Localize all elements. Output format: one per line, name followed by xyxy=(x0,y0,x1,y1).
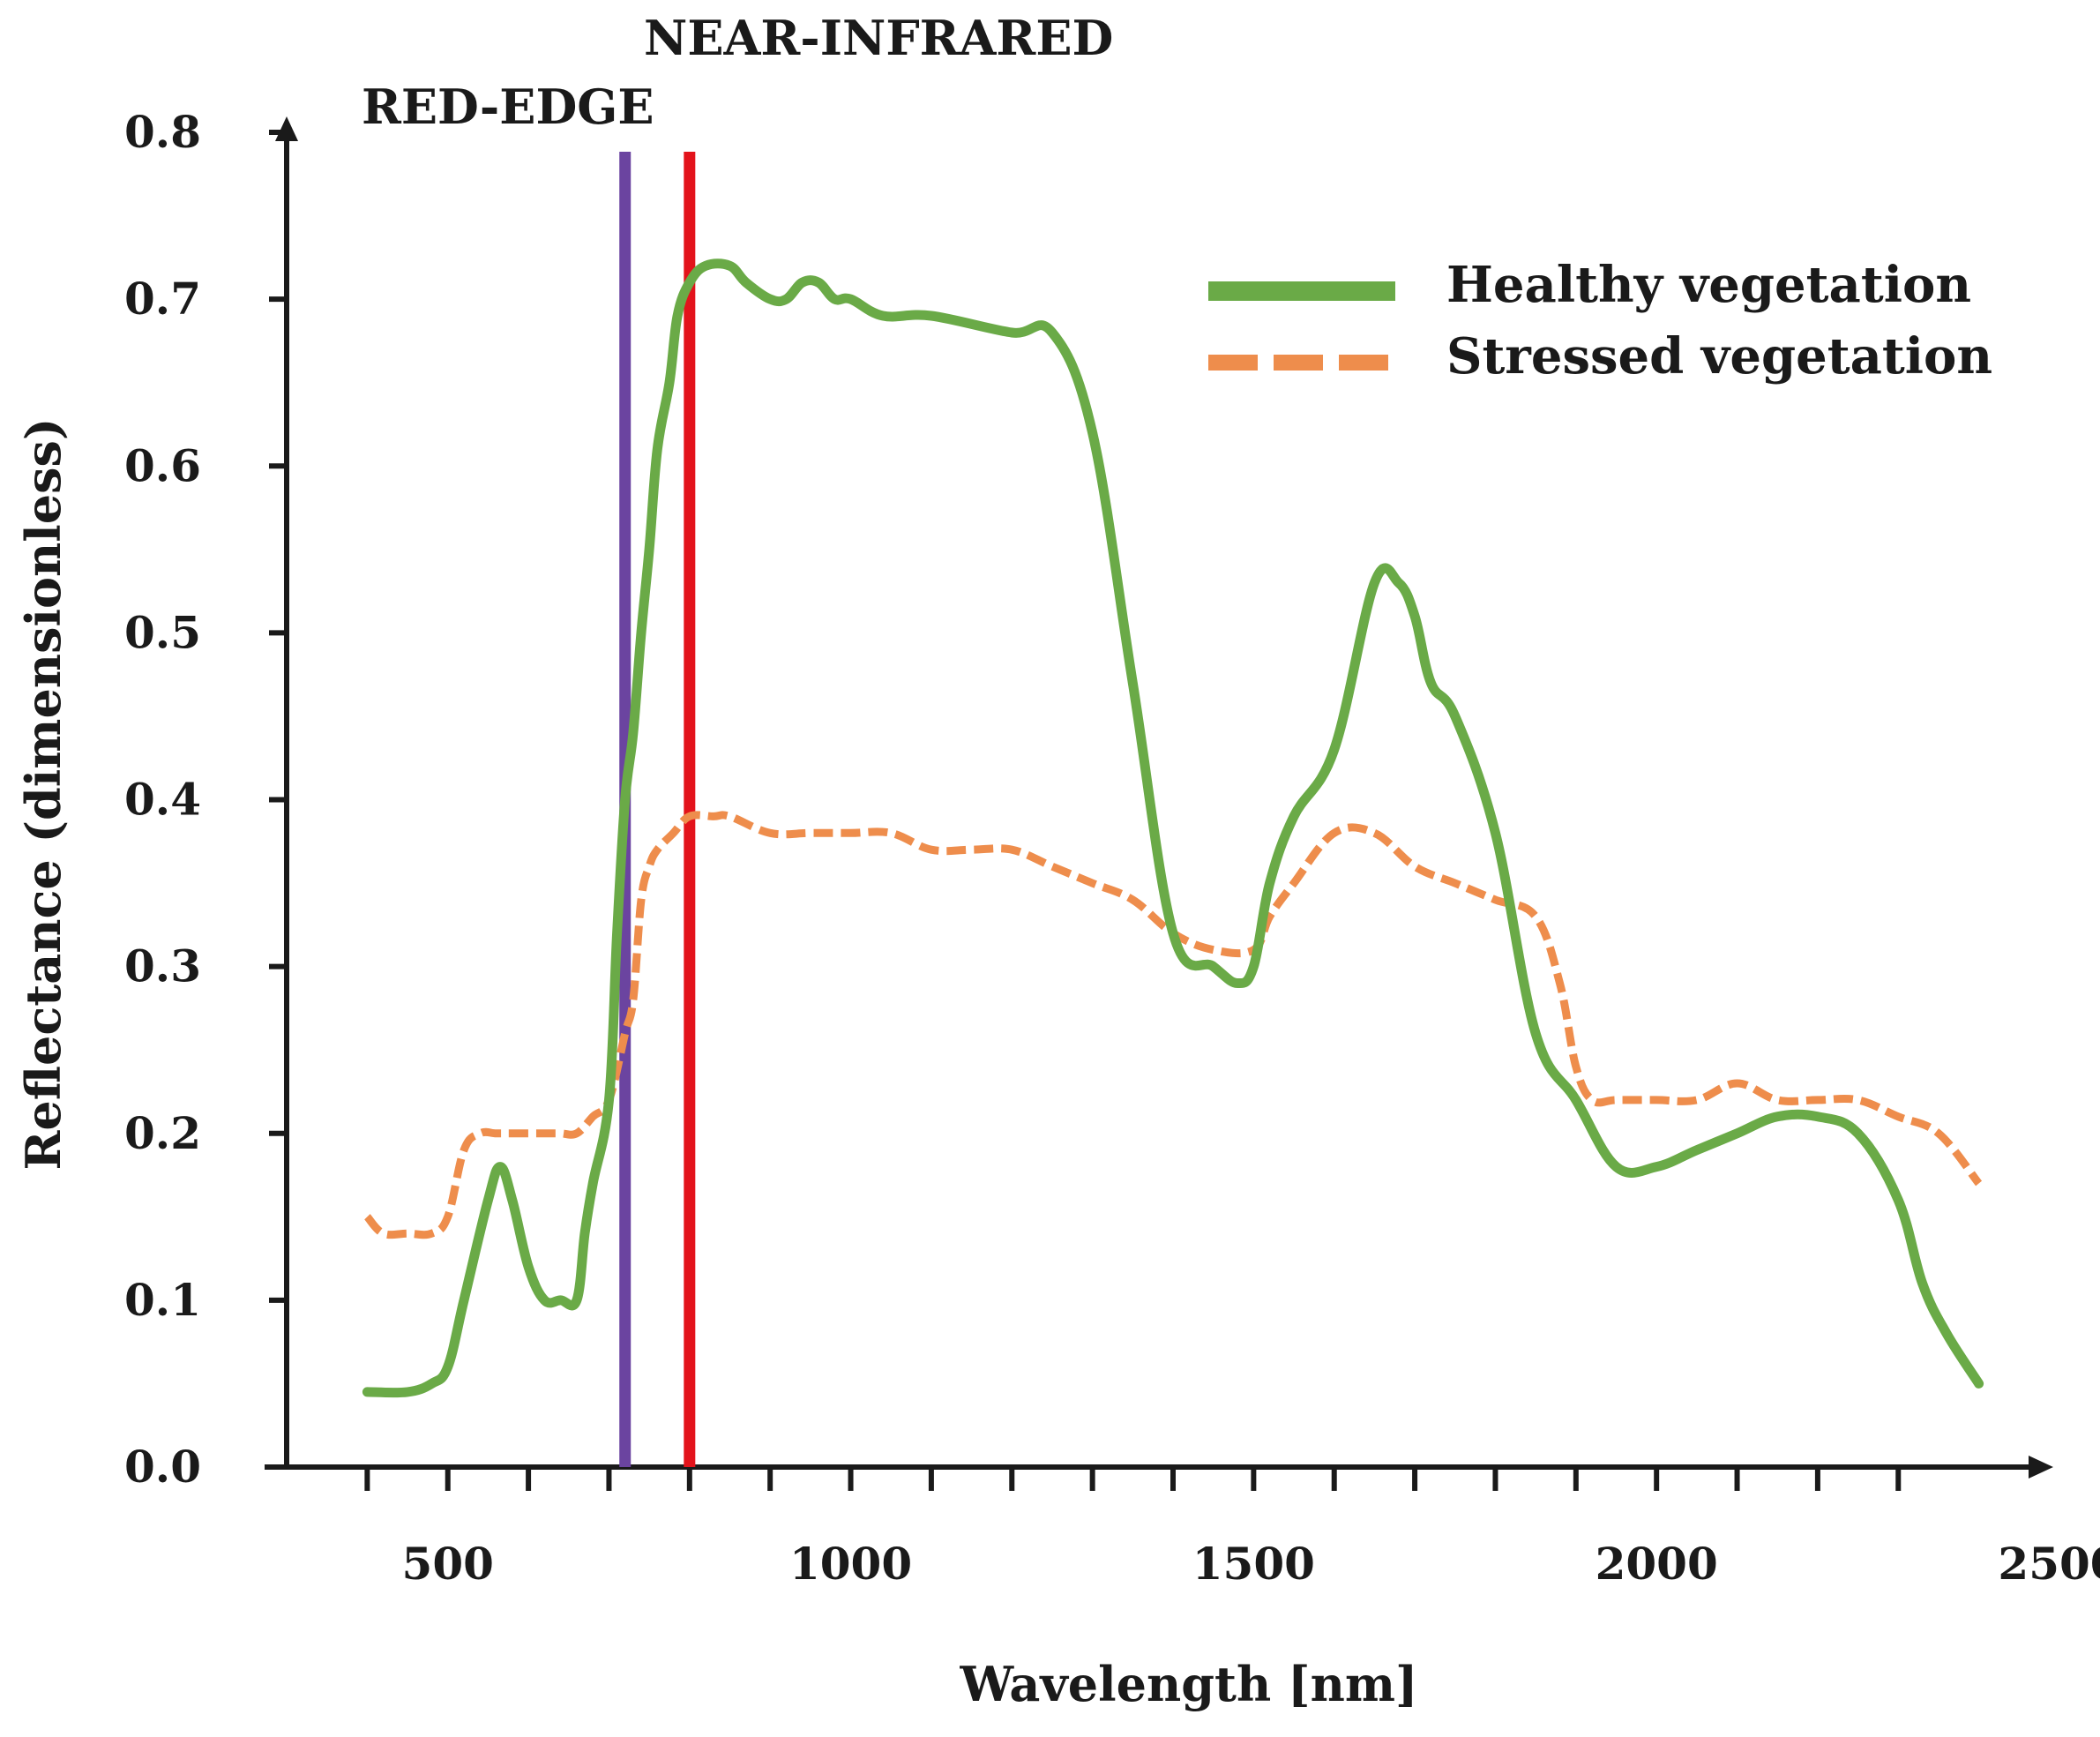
y-axis-arrow xyxy=(275,116,298,141)
legend-stressed-label: Stressed vegetation xyxy=(1446,327,1992,386)
legend-healthy-label: Healthy vegetation xyxy=(1446,256,1971,314)
x-tick-label: 2000 xyxy=(1596,1538,1718,1590)
y-tick-label: 0.0 xyxy=(124,1441,201,1493)
x-tick-label: 1500 xyxy=(1192,1538,1315,1590)
stressed-vegetation-line xyxy=(363,811,1983,1239)
near-infrared-label: NEAR-INFRARED xyxy=(644,10,1113,66)
x-tick-label: 1000 xyxy=(789,1538,912,1590)
red-edge-label: RED-EDGE xyxy=(362,79,654,135)
y-tick-label: 0.5 xyxy=(124,606,201,658)
y-tick-label: 0.6 xyxy=(124,439,201,491)
healthy-vegetation-line xyxy=(362,258,1984,1398)
x-axis-arrow xyxy=(2029,1456,2053,1479)
x-ticks: 500 1000 1500 2000 2500 xyxy=(364,1467,2100,1590)
y-tick-label: 0.8 xyxy=(124,106,201,158)
y-tick-label: 0.4 xyxy=(124,774,201,826)
series-layer xyxy=(362,258,1984,1398)
x-tick-label: 500 xyxy=(402,1538,494,1590)
y-tick-label: 0.3 xyxy=(124,940,201,992)
band-lines xyxy=(619,152,696,1467)
x-axis-title: Wavelength [nm] xyxy=(959,1656,1417,1712)
y-axis-title: Reflectance (dimensionless) xyxy=(15,418,71,1171)
y-tick-label: 0.2 xyxy=(124,1107,201,1159)
y-tick-label: 0.7 xyxy=(124,273,201,325)
legend: Healthy vegetation Stressed vegetation xyxy=(1208,256,1992,386)
x-tick-label: 2500 xyxy=(1998,1538,2100,1590)
y-tick-label: 0.1 xyxy=(124,1274,201,1326)
y-ticks: 0.0 0.1 0.2 0.3 0.4 0.5 0.6 0.7 0.8 xyxy=(124,106,287,1493)
